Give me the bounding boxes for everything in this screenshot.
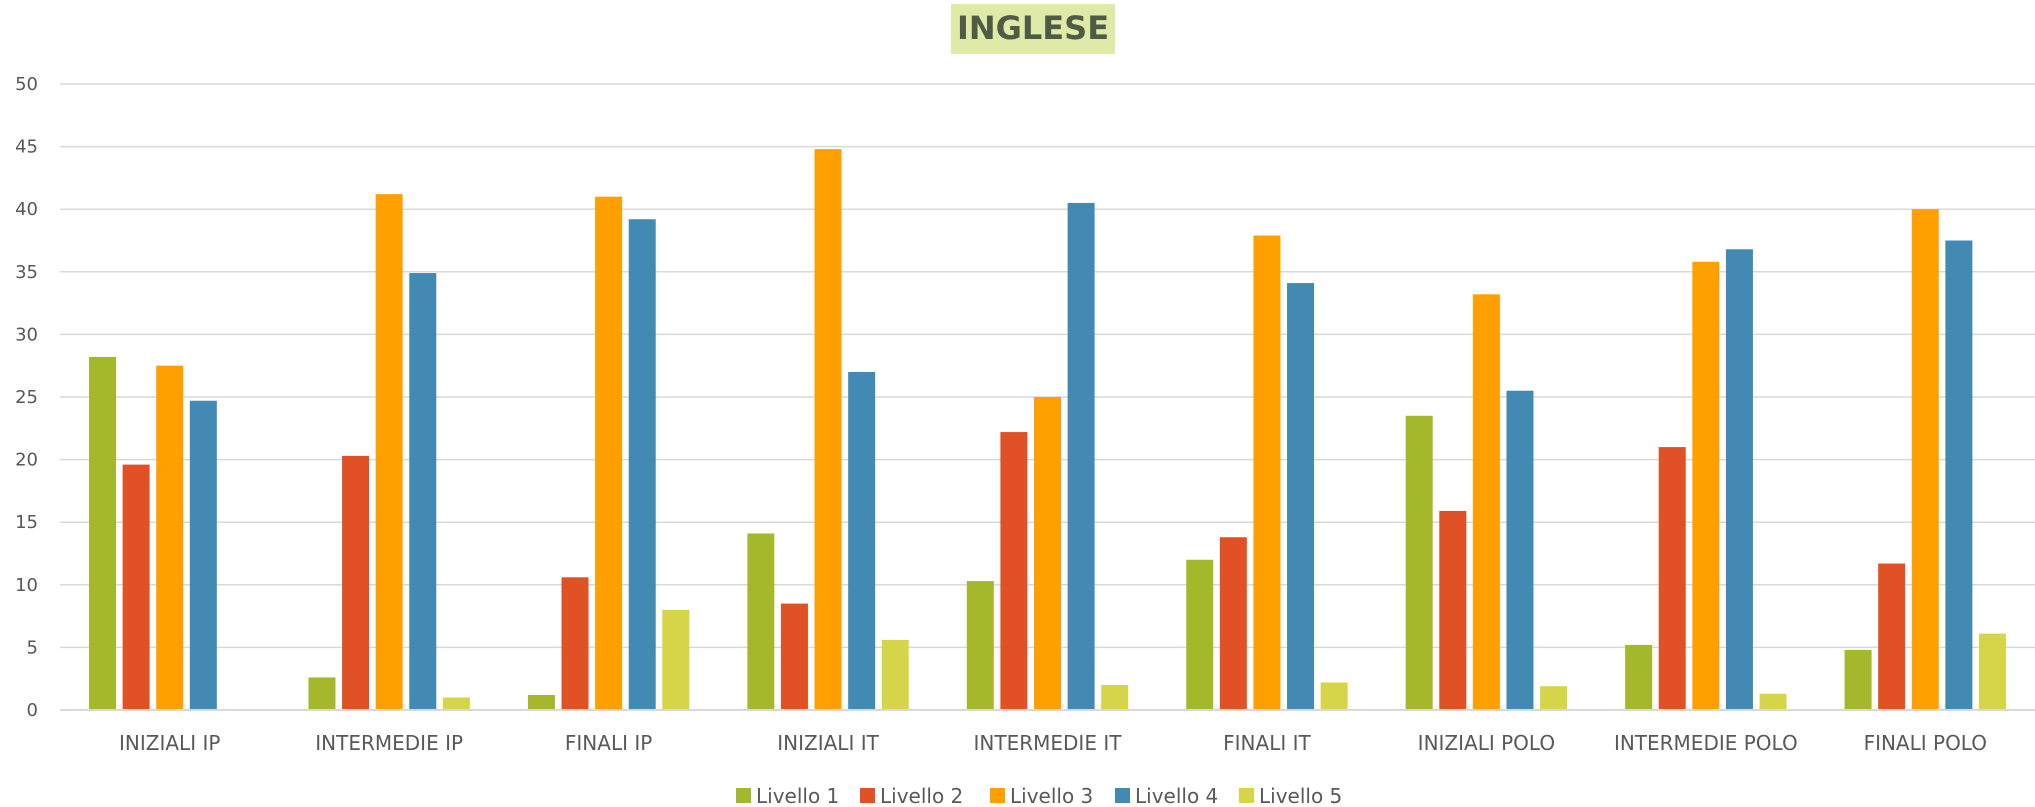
bar xyxy=(442,697,470,710)
y-tick-label: 5 xyxy=(27,637,38,658)
x-tick-label: INTERMEDIE IT xyxy=(974,731,1123,755)
bar xyxy=(1844,649,1872,710)
bar xyxy=(1000,432,1028,710)
legend-swatch xyxy=(736,788,751,803)
legend: Livello 1 Livello 2 Livello 3 Livello 4 Live… xyxy=(736,784,1342,807)
bar xyxy=(1911,209,1939,710)
bars xyxy=(89,149,2006,710)
bar xyxy=(1034,397,1061,710)
bar xyxy=(747,533,775,710)
x-axis-tick-labels: INIZIALI IP INTERMEDIE IP FINALI IP INIZIAL… xyxy=(119,731,1987,755)
legend-label: Livello 3 xyxy=(1010,784,1093,807)
legend-swatch xyxy=(990,788,1005,803)
bar xyxy=(308,677,336,710)
x-tick-label: FINALI IT xyxy=(1223,731,1311,755)
bar xyxy=(1287,283,1315,710)
bar xyxy=(1320,682,1348,710)
bar xyxy=(1405,415,1433,710)
bar xyxy=(595,196,623,710)
bar xyxy=(1692,261,1720,710)
chart-title-background xyxy=(951,4,1115,54)
bar xyxy=(1978,633,2006,710)
x-tick-label: FINALI IP xyxy=(565,731,652,755)
bar xyxy=(1101,684,1129,710)
y-tick-label: 45 xyxy=(15,137,38,158)
bar xyxy=(1439,510,1467,710)
y-tick-label: 35 xyxy=(15,262,38,283)
bar xyxy=(1219,537,1247,710)
x-tick-label: FINALI POLO xyxy=(1864,731,1987,755)
legend-swatch xyxy=(1239,788,1254,803)
y-tick-label: 40 xyxy=(15,199,38,220)
legend-label: Livello 4 xyxy=(1135,784,1218,807)
bar xyxy=(628,219,656,710)
bar xyxy=(1945,240,1973,710)
y-tick-label: 20 xyxy=(15,450,38,471)
bar xyxy=(1540,686,1568,710)
bar xyxy=(561,577,589,710)
bar xyxy=(1253,235,1281,710)
y-tick-label: 15 xyxy=(15,512,38,533)
bar xyxy=(375,194,403,710)
legend-label: Livello 5 xyxy=(1259,784,1342,807)
bar xyxy=(814,149,842,710)
bar xyxy=(780,603,808,710)
bar xyxy=(966,581,994,710)
y-tick-label: 0 xyxy=(27,700,38,721)
x-tick-label: INTERMEDIE IP xyxy=(315,731,463,755)
bar xyxy=(122,464,150,710)
x-tick-label: INIZIALI IT xyxy=(777,731,879,755)
bar xyxy=(1759,693,1787,710)
bar xyxy=(1658,447,1686,710)
bar xyxy=(342,455,370,710)
legend-swatch xyxy=(1115,788,1130,803)
chart-title: INGLESE xyxy=(957,9,1109,47)
bar xyxy=(156,365,184,710)
bar xyxy=(1186,559,1214,710)
y-tick-label: 25 xyxy=(15,387,38,408)
y-axis-tick-labels: 0 5 10 15 20 25 30 35 40 45 50 xyxy=(15,74,38,721)
bar xyxy=(1725,249,1753,710)
legend-label: Livello 1 xyxy=(756,784,839,807)
bar xyxy=(848,371,876,710)
bar xyxy=(1625,644,1653,710)
x-tick-label: INIZIALI POLO xyxy=(1418,731,1555,755)
bar xyxy=(1067,202,1095,710)
legend-swatch xyxy=(860,788,875,803)
y-tick-label: 50 xyxy=(15,74,38,95)
bar xyxy=(189,400,217,710)
bar xyxy=(527,694,555,710)
bar xyxy=(89,356,117,710)
x-tick-label: INTERMEDIE POLO xyxy=(1614,731,1798,755)
bar xyxy=(1472,294,1500,710)
bar xyxy=(409,273,437,710)
bar xyxy=(1878,563,1906,710)
y-tick-label: 30 xyxy=(15,324,38,345)
x-tick-label: INIZIALI IP xyxy=(119,731,220,755)
bar xyxy=(881,639,909,710)
bar xyxy=(662,609,690,710)
bar xyxy=(1506,390,1534,710)
legend-label: Livello 2 xyxy=(880,784,963,807)
y-tick-label: 10 xyxy=(15,575,38,596)
